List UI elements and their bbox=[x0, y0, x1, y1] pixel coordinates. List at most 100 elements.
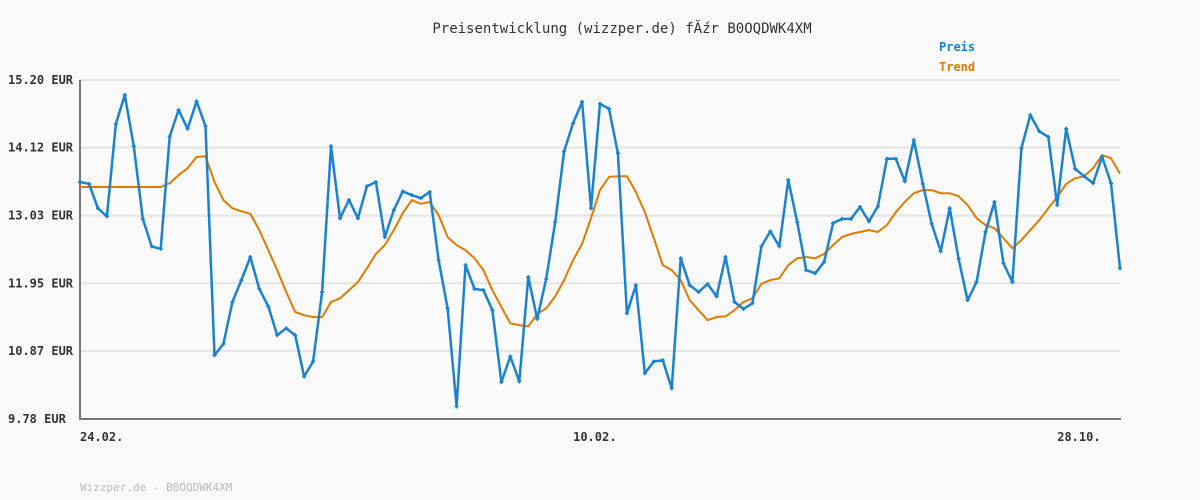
x-tick-label: 28.10. bbox=[1057, 430, 1100, 444]
price-point-marker bbox=[580, 99, 585, 104]
y-tick-label: 11.95 EUR bbox=[8, 276, 74, 290]
y-tick-label: 14.12 EUR bbox=[8, 141, 74, 155]
price-point-marker bbox=[427, 189, 432, 194]
price-point-marker bbox=[409, 193, 414, 198]
price-point-marker bbox=[589, 206, 594, 211]
legend-trend: Trend bbox=[939, 60, 975, 74]
footer-credit: Wizzper.de - B0OQDWK4XM bbox=[80, 481, 233, 494]
price-point-marker bbox=[705, 281, 710, 286]
price-point-marker bbox=[1028, 113, 1033, 118]
price-point-marker bbox=[445, 306, 450, 311]
price-point-marker bbox=[911, 138, 916, 143]
price-point-marker bbox=[230, 300, 235, 305]
price-point-marker bbox=[517, 379, 522, 384]
price-point-marker bbox=[1055, 203, 1060, 208]
price-point-marker bbox=[983, 229, 988, 234]
price-point-marker bbox=[875, 204, 880, 209]
y-tick-label: 9.78 EUR bbox=[8, 412, 67, 426]
price-point-marker bbox=[1091, 181, 1096, 186]
price-point-marker bbox=[167, 134, 172, 139]
price-point-marker bbox=[122, 93, 127, 98]
price-point-marker bbox=[158, 246, 163, 251]
price-point-marker bbox=[598, 101, 602, 106]
price-point-marker bbox=[176, 108, 181, 113]
price-point-marker bbox=[194, 99, 199, 104]
price-point-marker bbox=[938, 249, 943, 254]
price-point-marker bbox=[463, 263, 468, 268]
price-point-marker bbox=[965, 298, 970, 303]
price-point-marker bbox=[615, 151, 620, 156]
price-point-marker bbox=[346, 198, 351, 203]
price-point-marker bbox=[822, 260, 827, 265]
price-point-marker bbox=[1001, 261, 1006, 266]
price-point-marker bbox=[418, 196, 423, 201]
y-tick-label: 13.03 EUR bbox=[8, 209, 74, 223]
price-point-marker bbox=[338, 216, 342, 221]
price-point-marker bbox=[696, 290, 701, 295]
price-point-marker bbox=[902, 179, 907, 184]
x-axis-labels: 24.02. 10.02. 28.10. bbox=[80, 430, 1101, 444]
price-point-marker bbox=[257, 286, 262, 291]
price-point-marker bbox=[849, 216, 854, 221]
price-point-marker bbox=[78, 179, 82, 184]
price-point-marker bbox=[678, 256, 683, 261]
price-point-marker bbox=[956, 256, 961, 261]
price-point-marker bbox=[284, 326, 289, 331]
price-point-marker bbox=[149, 244, 154, 249]
price-point-marker bbox=[86, 181, 91, 186]
y-axis-labels: 15.20 EUR 14.12 EUR 13.03 EUR 11.95 EUR 10.8… bbox=[8, 73, 74, 426]
price-point-marker bbox=[920, 181, 925, 186]
price-point-marker bbox=[329, 144, 334, 149]
price-point-marker bbox=[239, 278, 244, 283]
price-point-marker bbox=[571, 121, 576, 126]
series-line-trend bbox=[80, 154, 1121, 328]
price-point-marker bbox=[974, 280, 979, 285]
price-point-marker bbox=[481, 288, 486, 293]
price-point-marker bbox=[400, 189, 405, 194]
price-point-marker bbox=[606, 106, 611, 111]
price-point-marker bbox=[687, 283, 692, 288]
price-point-marker bbox=[185, 126, 190, 131]
price-point-marker bbox=[1118, 266, 1122, 271]
price-point-marker bbox=[866, 219, 871, 224]
price-point-marker bbox=[759, 244, 764, 249]
price-point-marker bbox=[858, 204, 862, 209]
price-point-marker bbox=[302, 374, 307, 379]
price-point-marker bbox=[535, 316, 540, 321]
price-point-marker bbox=[526, 275, 531, 280]
x-tick-label: 24.02. bbox=[80, 430, 123, 444]
price-point-marker bbox=[813, 271, 818, 276]
price-point-marker bbox=[490, 308, 495, 313]
price-point-marker bbox=[1046, 134, 1051, 139]
price-point-marker bbox=[508, 354, 513, 359]
price-point-marker bbox=[840, 216, 845, 221]
price-point-marker bbox=[131, 144, 136, 149]
price-point-marker bbox=[1019, 146, 1024, 151]
price-point-marker bbox=[1100, 154, 1105, 159]
price-point-marker bbox=[436, 258, 441, 263]
price-point-marker bbox=[391, 208, 396, 213]
price-point-marker bbox=[140, 216, 145, 221]
price-point-marker bbox=[266, 304, 271, 309]
price-point-marker bbox=[1064, 126, 1069, 131]
series-line-preis bbox=[79, 93, 1122, 408]
price-point-marker bbox=[1010, 280, 1015, 285]
price-point-marker bbox=[104, 214, 109, 219]
price-point-marker bbox=[95, 206, 100, 211]
price-point-marker bbox=[777, 244, 782, 249]
price-point-marker bbox=[1109, 181, 1114, 186]
price-point-marker bbox=[768, 229, 773, 234]
price-point-marker bbox=[831, 221, 836, 226]
price-point-marker bbox=[113, 121, 118, 126]
price-point-marker bbox=[320, 290, 325, 295]
chart-title: Preisentwicklung (wizzper.de) fĂźr B0OQD… bbox=[432, 19, 811, 37]
price-point-marker bbox=[741, 306, 746, 311]
price-point-marker bbox=[750, 301, 755, 306]
price-point-marker bbox=[472, 286, 477, 291]
y-tick-label: 15.20 EUR bbox=[8, 73, 74, 87]
price-point-marker bbox=[1073, 166, 1078, 171]
price-point-marker bbox=[499, 380, 504, 385]
gridlines bbox=[80, 79, 1120, 352]
price-point-marker bbox=[221, 341, 226, 346]
